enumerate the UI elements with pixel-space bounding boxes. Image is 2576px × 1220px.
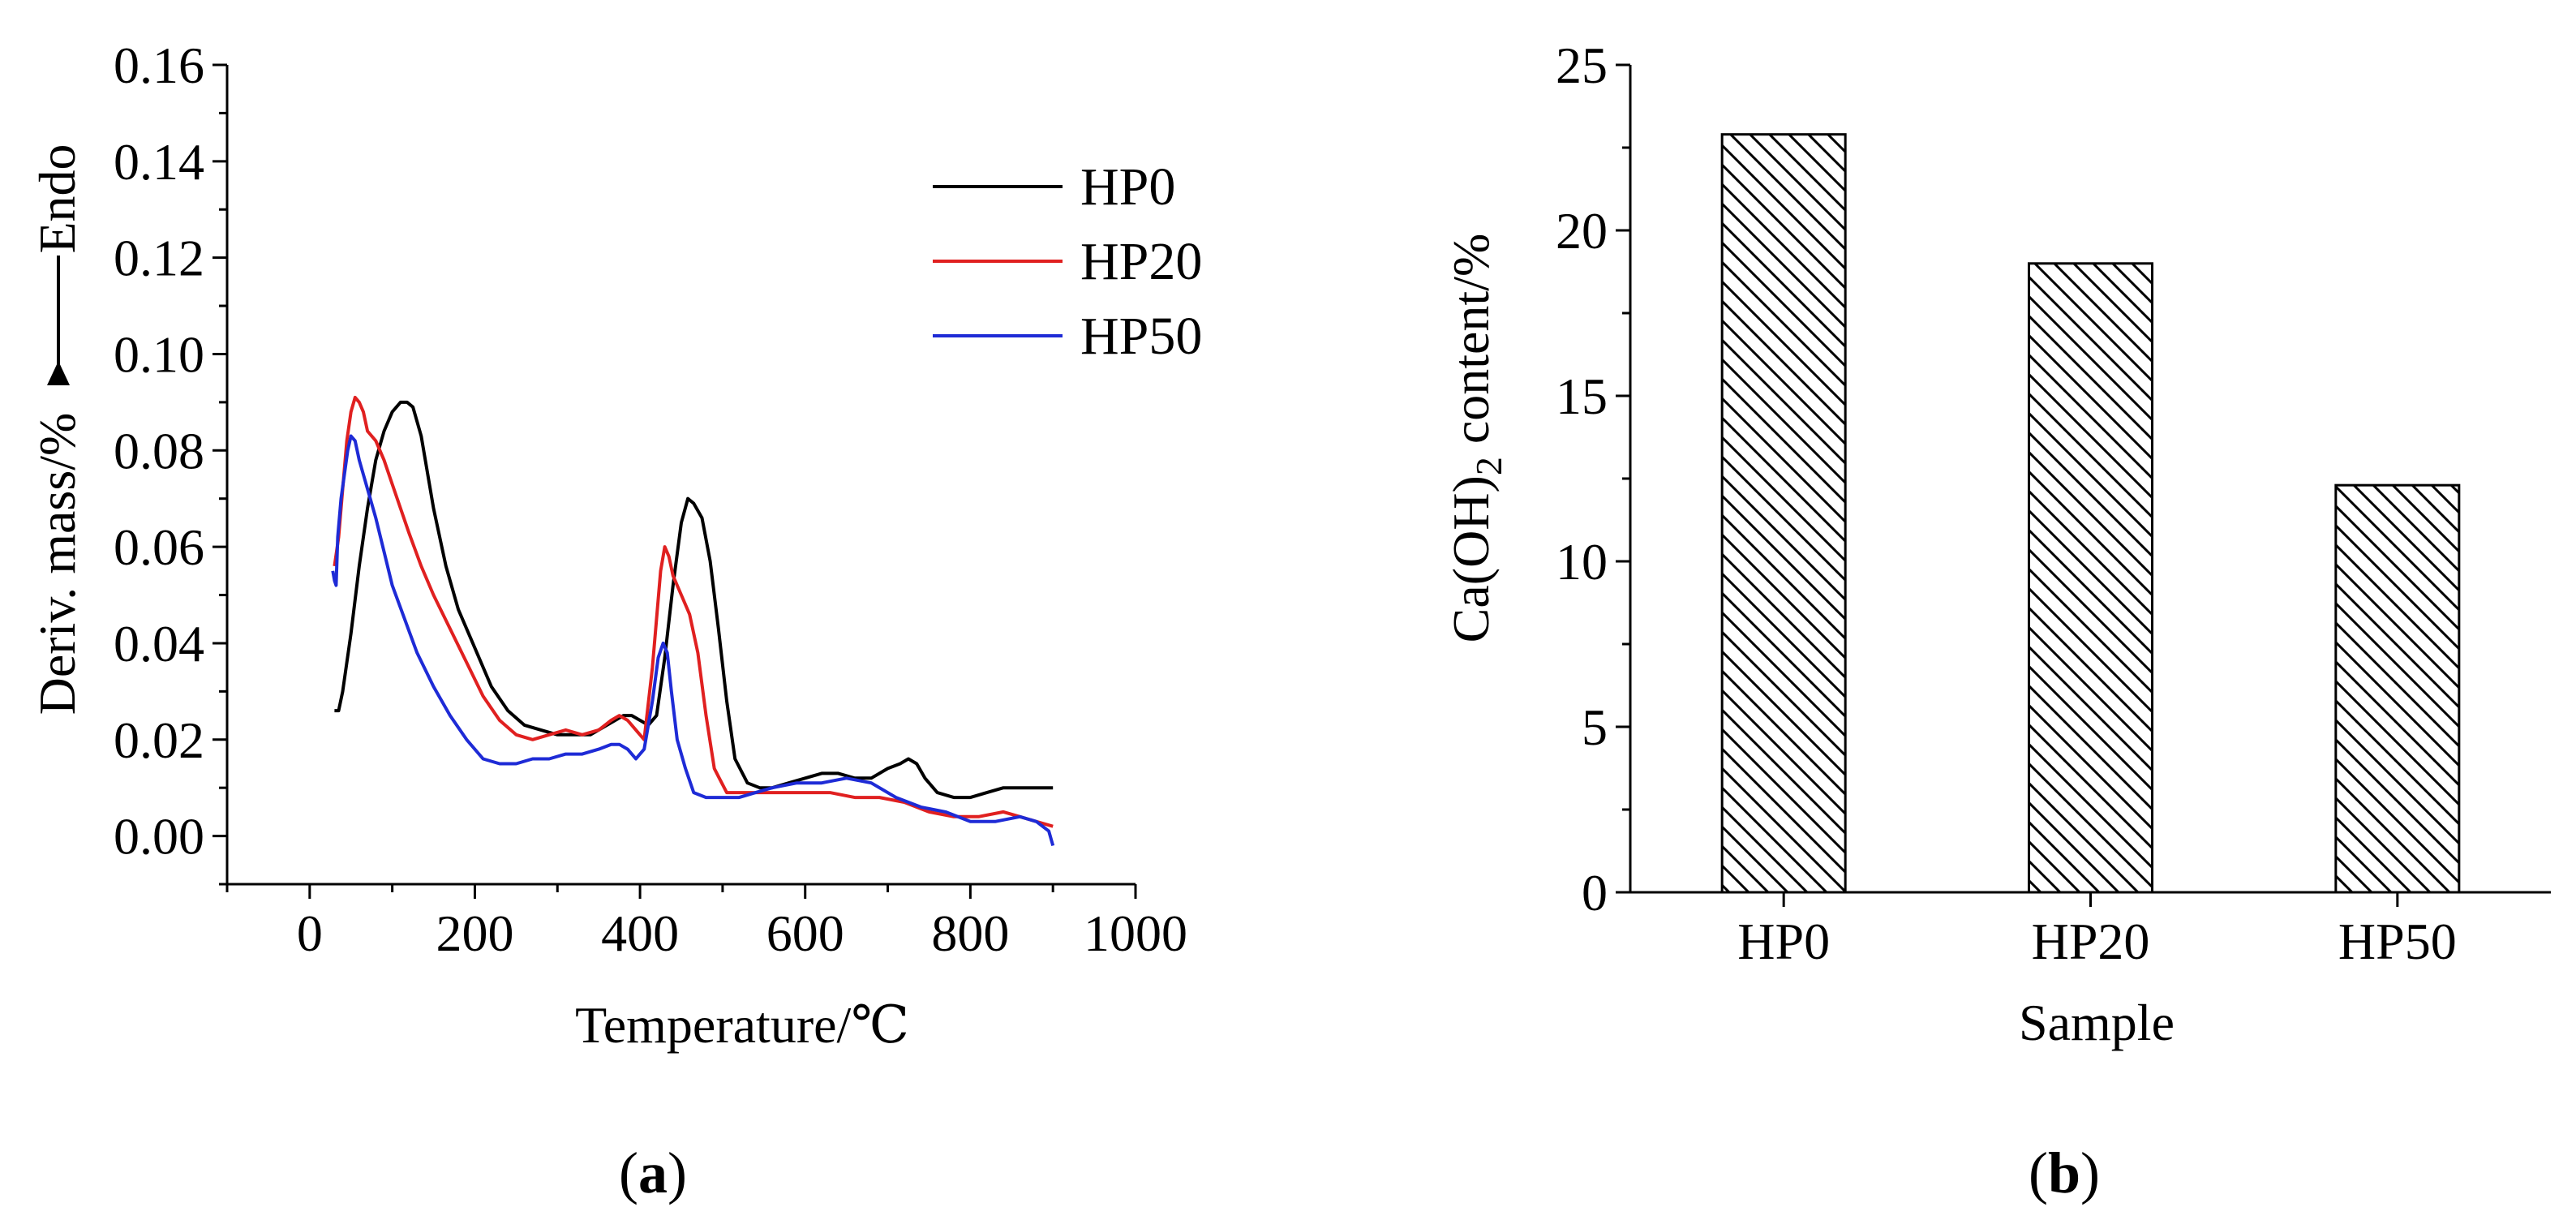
x-category-label: HP50 (2338, 913, 2457, 970)
panel-a-letter: a (638, 1141, 668, 1205)
chart-b-bars (1720, 133, 2461, 894)
y-tick-label: 0.14 (114, 133, 204, 191)
chart-b-y-ticks: 0 5 10 15 20 25 (1556, 37, 1630, 921)
bar-hp0 (1720, 133, 1847, 894)
endo-arrow-head (47, 361, 70, 385)
chart-b-barchart: 0 5 10 15 20 25 HP0 HP20 HP50 Sample Ca(OH)2 co… (1442, 37, 2551, 1051)
series-line-hp0 (334, 400, 1054, 800)
bar-hp20 (2028, 262, 2153, 894)
y-tick-label: 10 (1556, 533, 1608, 591)
x-category-label: HP20 (2032, 913, 2150, 970)
x-tick-label: 200 (436, 904, 513, 962)
chart-a-x-axis-title: Temperature/℃ (575, 996, 909, 1054)
legend-label-hp20: HP20 (1080, 232, 1202, 291)
y-tick-label: 5 (1582, 698, 1608, 756)
y-tick-label: 15 (1556, 367, 1608, 425)
bar-hp50 (2334, 483, 2461, 894)
y-tick-label: 0 (1582, 864, 1608, 921)
series-line-hp20 (333, 395, 1054, 828)
panel-a-close: ) (668, 1141, 687, 1205)
chart-a-endo-label: Endo (28, 144, 86, 253)
panel-label-b: (b) (2029, 1141, 2100, 1205)
y-title-subscript: 2 (1468, 457, 1509, 475)
chart-b-y-axis-title: Ca(OH)2 content/% (1442, 234, 1509, 643)
chart-a-y-ticks: 0.00 0.02 0.04 0.06 0.08 0.10 0.12 0.14 0.16 (114, 37, 227, 886)
series-line-hp50 (331, 434, 1055, 847)
legend-label-hp50: HP50 (1080, 307, 1202, 366)
y-tick-label: 0.12 (114, 230, 204, 287)
chart-b-x-ticks: HP0 HP20 HP50 (1737, 892, 2457, 970)
x-tick-label: 0 (297, 904, 323, 962)
y-tick-label: 0.08 (114, 422, 204, 479)
y-title-main: Ca(OH) (1442, 475, 1500, 642)
y-tick-label: 0.02 (114, 711, 204, 769)
legend-label-hp0: HP0 (1080, 157, 1175, 217)
chart-a-legend: HP0 HP20 HP50 (933, 157, 1202, 366)
chart-a-x-ticks: 0 200 400 600 800 1000 (225, 884, 1187, 962)
panel-b-open: ( (2029, 1141, 2048, 1205)
chart-a-axes (225, 65, 1136, 886)
y-tick-label: 20 (1556, 202, 1608, 260)
y-tick-label: 0.04 (114, 615, 204, 672)
x-tick-label: 600 (766, 904, 844, 962)
chart-a-y-axis-title-group: Deriv. mass/% Endo (28, 144, 86, 715)
y-tick-label: 0.00 (114, 808, 204, 866)
panel-b-close: ) (2080, 1141, 2100, 1205)
chart-a-series-group (331, 395, 1055, 847)
panel-a-open: ( (619, 1141, 638, 1205)
y-tick-label: 25 (1556, 37, 1608, 94)
panel-label-a: (a) (619, 1141, 687, 1205)
x-tick-label: 800 (931, 904, 1009, 962)
x-tick-label: 400 (601, 904, 679, 962)
chart-a-y-axis-title: Deriv. mass/% (28, 413, 86, 715)
chart-a-thermogram: 0 200 400 600 800 1000 0.000.020.040.060.080.… (28, 37, 1202, 1054)
x-tick-label: 1000 (1084, 904, 1187, 962)
panel-b-letter: b (2048, 1141, 2080, 1205)
y-tick-label: 0.06 (114, 518, 204, 576)
y-title-rest: content/% (1442, 234, 1500, 457)
y-tick-label: 0.16 (114, 37, 204, 94)
x-category-label: HP0 (1737, 913, 1830, 970)
y-tick-label: 0.10 (114, 325, 204, 383)
chart-b-x-axis-title: Sample (2019, 994, 2175, 1051)
